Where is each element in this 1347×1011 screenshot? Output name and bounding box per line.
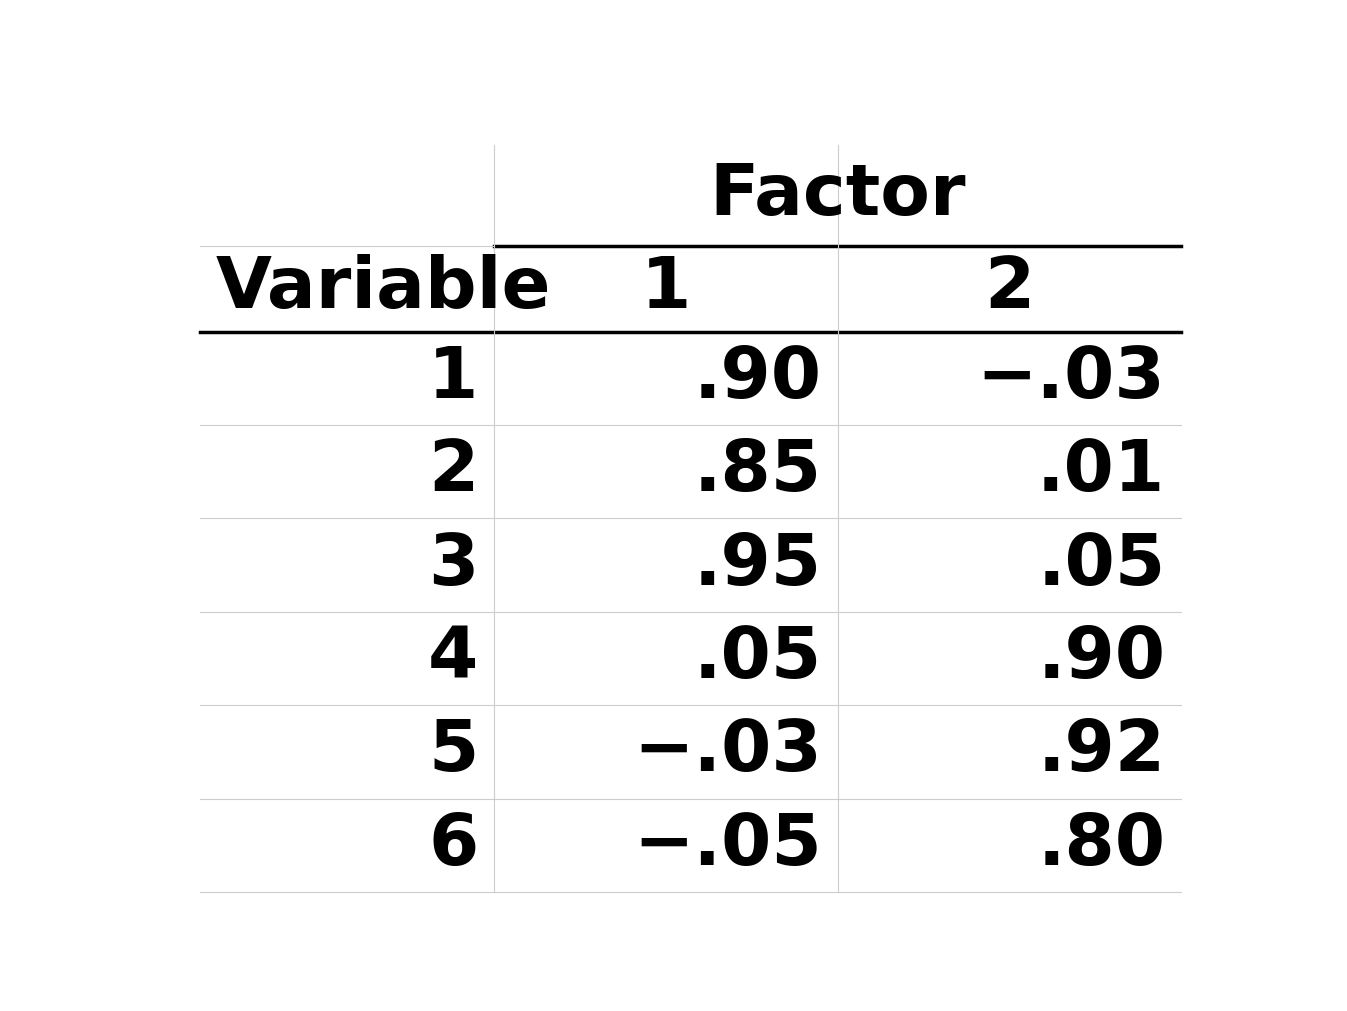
- Text: .85: .85: [694, 437, 822, 507]
- Text: .90: .90: [1037, 624, 1165, 693]
- Text: 2: 2: [428, 437, 478, 507]
- Text: .01: .01: [1037, 437, 1165, 507]
- Text: 3: 3: [428, 531, 478, 600]
- Text: Variable: Variable: [216, 254, 551, 324]
- Text: .92: .92: [1037, 718, 1165, 787]
- Text: .95: .95: [694, 531, 822, 600]
- Text: 1: 1: [428, 344, 478, 412]
- Text: .05: .05: [694, 624, 822, 693]
- Text: −.03: −.03: [977, 344, 1165, 412]
- Text: 1: 1: [641, 254, 691, 324]
- Text: .05: .05: [1037, 531, 1165, 600]
- Text: 5: 5: [428, 718, 478, 787]
- Text: .90: .90: [694, 344, 822, 412]
- Text: Factor: Factor: [710, 161, 966, 229]
- Text: −.05: −.05: [633, 811, 822, 880]
- Text: 6: 6: [428, 811, 478, 880]
- Text: 2: 2: [985, 254, 1034, 324]
- Text: −.03: −.03: [633, 718, 822, 787]
- Text: .80: .80: [1037, 811, 1165, 880]
- Text: 4: 4: [428, 624, 478, 693]
